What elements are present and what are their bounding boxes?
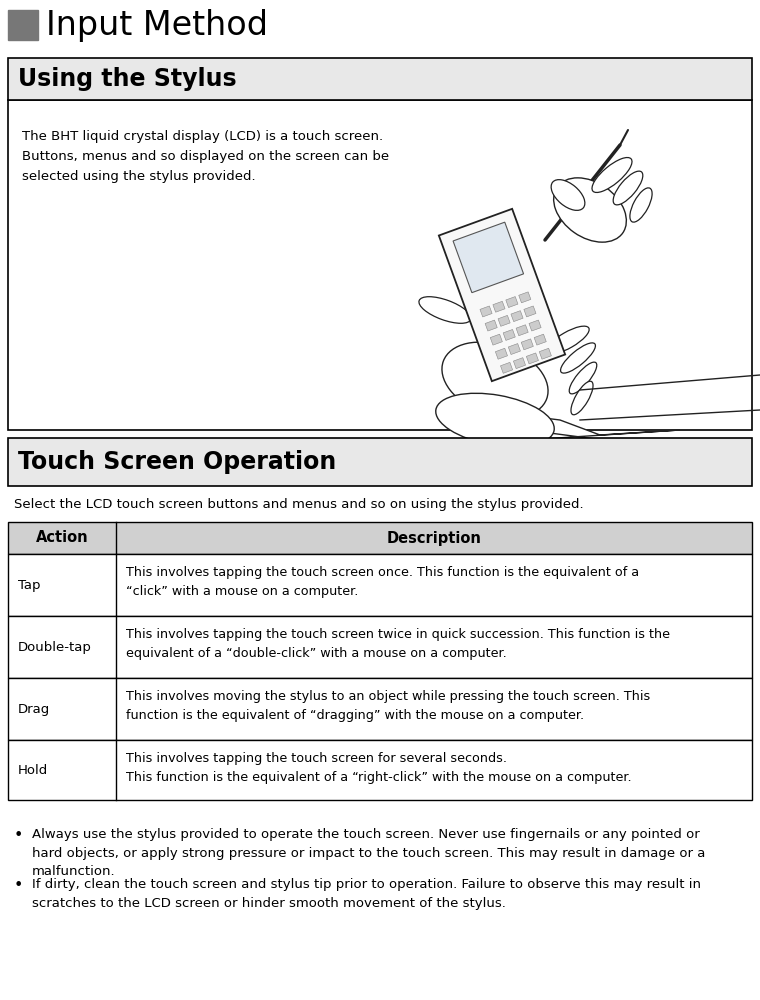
Text: Touch Screen Operation: Touch Screen Operation [18,450,336,474]
Text: This involves tapping the touch screen once. This function is the equivalent of : This involves tapping the touch screen o… [126,566,639,598]
Text: •: • [14,828,24,843]
Ellipse shape [553,178,626,242]
Polygon shape [529,320,541,331]
Polygon shape [516,325,528,336]
Ellipse shape [630,188,652,222]
Polygon shape [519,292,531,303]
Ellipse shape [592,158,632,192]
Ellipse shape [561,343,595,373]
Polygon shape [524,306,536,317]
Ellipse shape [547,326,589,354]
Text: Input Method: Input Method [46,8,268,41]
Ellipse shape [613,171,643,205]
Polygon shape [439,209,565,381]
Text: Select the LCD touch screen buttons and menus and so on using the stylus provide: Select the LCD touch screen buttons and … [14,498,584,511]
Text: Description: Description [387,530,481,546]
Text: Using the Stylus: Using the Stylus [18,67,236,91]
Ellipse shape [569,362,597,394]
Polygon shape [514,358,526,369]
Polygon shape [501,362,513,373]
Text: If dirty, clean the touch screen and stylus tip prior to operation. Failure to o: If dirty, clean the touch screen and sty… [32,878,701,910]
Polygon shape [450,410,680,455]
Ellipse shape [571,381,593,415]
Text: Hold: Hold [18,764,48,776]
Bar [8,10,38,40]
Ellipse shape [419,297,471,323]
Polygon shape [498,315,510,326]
Text: Drag: Drag [18,702,50,716]
Text: This involves moving the stylus to an object while pressing the touch screen. Th: This involves moving the stylus to an ob… [126,690,651,722]
Text: Action: Action [36,530,88,546]
Polygon shape [493,301,505,312]
Bar [8,58,752,100]
Ellipse shape [551,180,585,210]
Polygon shape [540,348,552,359]
Text: Tap: Tap [18,578,40,591]
Polygon shape [485,320,497,331]
Text: This involves tapping the touch screen twice in quick succession. This function : This involves tapping the touch screen t… [126,628,670,660]
Polygon shape [534,334,546,345]
Ellipse shape [442,342,548,418]
Polygon shape [453,222,524,293]
Bar [8,616,752,678]
Bar [8,740,752,800]
Polygon shape [511,311,523,322]
Polygon shape [480,306,492,317]
Text: Always use the stylus provided to operate the touch screen. Never use fingernail: Always use the stylus provided to operat… [32,828,705,878]
Bar [8,100,752,430]
Polygon shape [521,339,534,350]
Polygon shape [496,348,508,359]
Polygon shape [490,334,502,345]
Ellipse shape [435,393,554,447]
Text: This involves tapping the touch screen for several seconds.
This function is the: This involves tapping the touch screen f… [126,752,632,784]
Polygon shape [506,297,518,308]
Bar [8,438,752,486]
Bar [8,522,752,554]
Text: Double-tap: Double-tap [18,641,92,654]
Text: The BHT liquid crystal display (LCD) is a touch screen.
Buttons, menus and so di: The BHT liquid crystal display (LCD) is … [22,130,389,183]
Polygon shape [503,329,515,340]
Polygon shape [508,344,521,355]
Text: •: • [14,878,24,893]
Polygon shape [527,353,539,364]
Bar [8,678,752,740]
Bar [8,554,752,616]
